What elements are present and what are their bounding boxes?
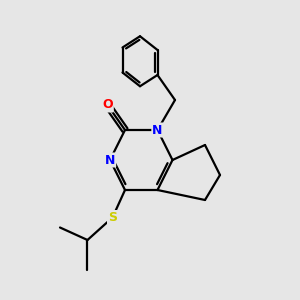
Text: O: O xyxy=(102,98,113,112)
Text: N: N xyxy=(105,154,115,166)
Text: N: N xyxy=(152,124,163,136)
Text: S: S xyxy=(108,211,117,224)
